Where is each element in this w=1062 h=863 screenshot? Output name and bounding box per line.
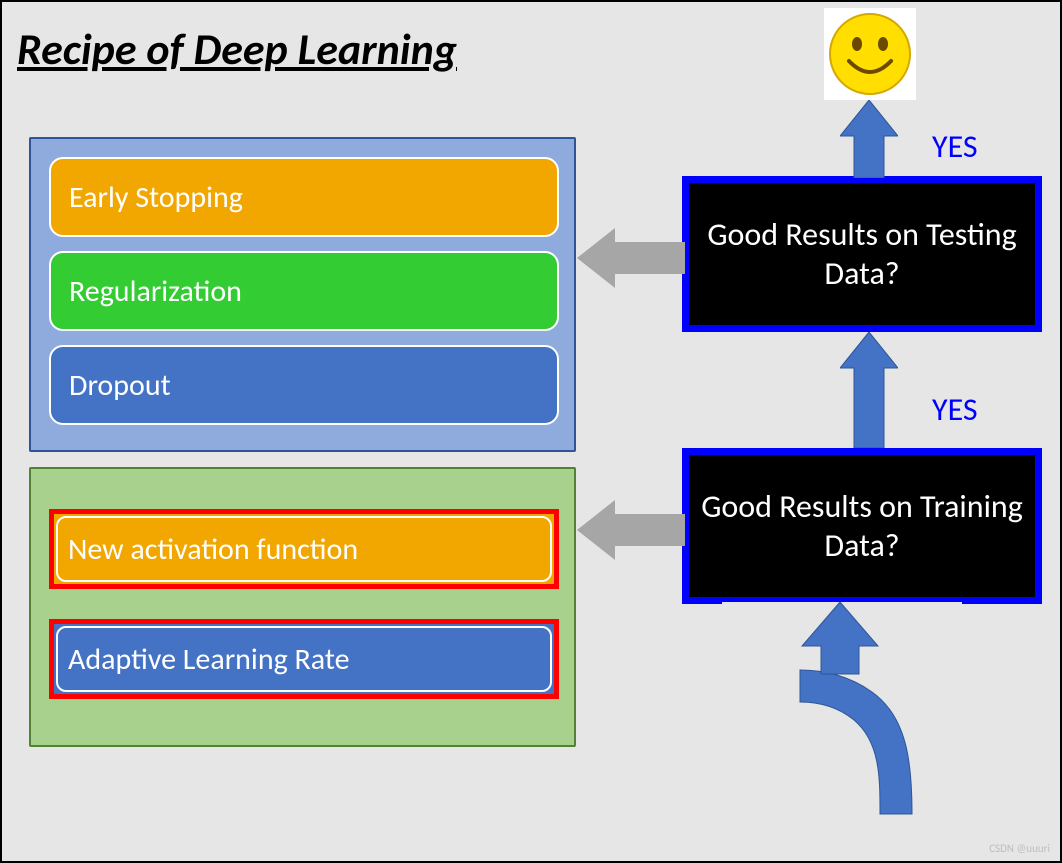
panel-training-remedies: New activation function Adaptive Learnin… [29, 467, 576, 747]
arrow-training-to-panel [577, 500, 685, 560]
pill-early-stopping: Early Stopping [49, 157, 559, 237]
arrow-into-training [742, 602, 952, 817]
panel-testing-remedies: Early Stopping Regularization Dropout [29, 137, 576, 452]
arrow-testing-to-panel [577, 228, 685, 288]
arrow-testing-yes [840, 100, 898, 178]
pill-adaptive-lr: Adaptive Learning Rate [49, 619, 559, 699]
watermark: CSDN @uuuri [989, 842, 1050, 855]
page-title: Recipe of Deep Learning [17, 22, 457, 76]
pill-new-activation: New activation function [49, 509, 559, 589]
pill-dropout: Dropout [49, 345, 559, 425]
question-testing: Good Results on Testing Data? [682, 176, 1042, 332]
label-yes-top: YES [932, 127, 978, 166]
question-training: Good Results on Training Data? [682, 448, 1042, 604]
label-yes-mid: YES [932, 390, 978, 429]
arrow-training-yes [840, 332, 898, 448]
smiley-icon [824, 8, 916, 100]
pill-regularization: Regularization [49, 251, 559, 331]
